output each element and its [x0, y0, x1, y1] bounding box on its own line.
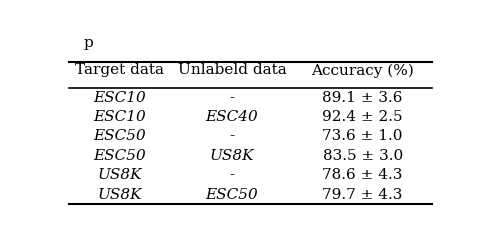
- Text: 78.6 ± 4.3: 78.6 ± 4.3: [323, 168, 403, 182]
- Text: 89.1 ± 3.6: 89.1 ± 3.6: [323, 91, 403, 105]
- Text: ESC10: ESC10: [93, 91, 146, 105]
- Text: -: -: [229, 129, 235, 144]
- Text: ESC50: ESC50: [93, 129, 146, 144]
- Text: -: -: [229, 91, 235, 105]
- Text: US8K: US8K: [210, 149, 254, 163]
- Text: 73.6 ± 1.0: 73.6 ± 1.0: [323, 129, 403, 144]
- Text: -: -: [229, 168, 235, 182]
- Text: Target data: Target data: [75, 63, 164, 77]
- Text: 83.5 ± 3.0: 83.5 ± 3.0: [323, 149, 403, 163]
- Text: ESC50: ESC50: [205, 188, 258, 202]
- Text: 92.4 ± 2.5: 92.4 ± 2.5: [323, 110, 403, 124]
- Text: p: p: [84, 36, 93, 50]
- Text: ESC40: ESC40: [205, 110, 258, 124]
- Text: ESC10: ESC10: [93, 110, 146, 124]
- Text: Unlabeld data: Unlabeld data: [178, 63, 286, 77]
- Text: US8K: US8K: [97, 188, 142, 202]
- Text: ESC50: ESC50: [93, 149, 146, 163]
- Text: 79.7 ± 4.3: 79.7 ± 4.3: [323, 188, 403, 202]
- Text: US8K: US8K: [97, 168, 142, 182]
- Text: Accuracy (%): Accuracy (%): [311, 63, 414, 78]
